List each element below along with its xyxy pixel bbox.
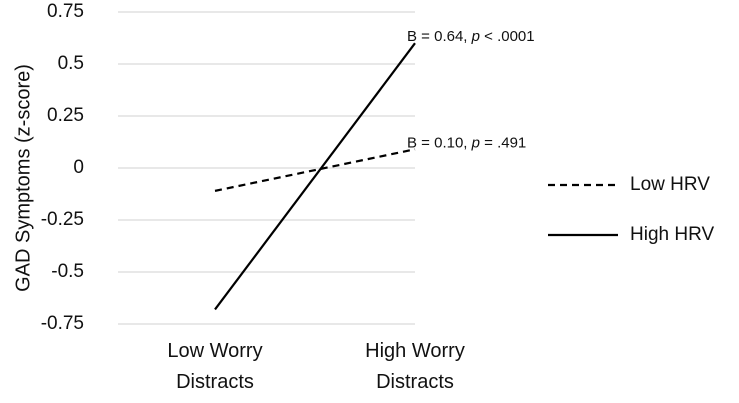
legend-label: High HRV (630, 224, 714, 245)
y-tick-label: -0.5 (51, 261, 84, 282)
series-annotation: B = 0.64, p < .0001 (407, 28, 535, 45)
y-tick-label: 0.25 (47, 105, 84, 126)
y-tick-label: 0.5 (58, 53, 84, 74)
y-tick-label: 0.75 (47, 1, 84, 22)
legend: Low HRV High HRV (548, 174, 714, 245)
series-annotation: B = 0.10, p = .491 (407, 134, 526, 151)
legend-label: Low HRV (630, 174, 710, 195)
x-category-labels: Low Worry Distracts High Worry Distracts (167, 340, 464, 393)
y-tick-labels: 0.75 0.5 0.25 0 -0.25 -0.5 -0.75 (41, 1, 84, 334)
gridlines (118, 11, 415, 325)
y-tick-label: 0 (73, 157, 84, 178)
series-lines (214, 42, 416, 311)
annotations: B = 0.10, p = .491 B = 0.64, p < .0001 (407, 28, 535, 151)
series-line-low-hrv (214, 148, 416, 192)
x-category-label: Low Worry Distracts (167, 340, 262, 393)
series-line-high-hrv (214, 42, 416, 311)
y-tick-label: -0.25 (41, 209, 84, 230)
y-tick-label: -0.75 (41, 313, 84, 334)
x-category-label: High Worry Distracts (365, 340, 465, 393)
y-axis-title: GAD Symptoms (z-score) (12, 64, 34, 292)
